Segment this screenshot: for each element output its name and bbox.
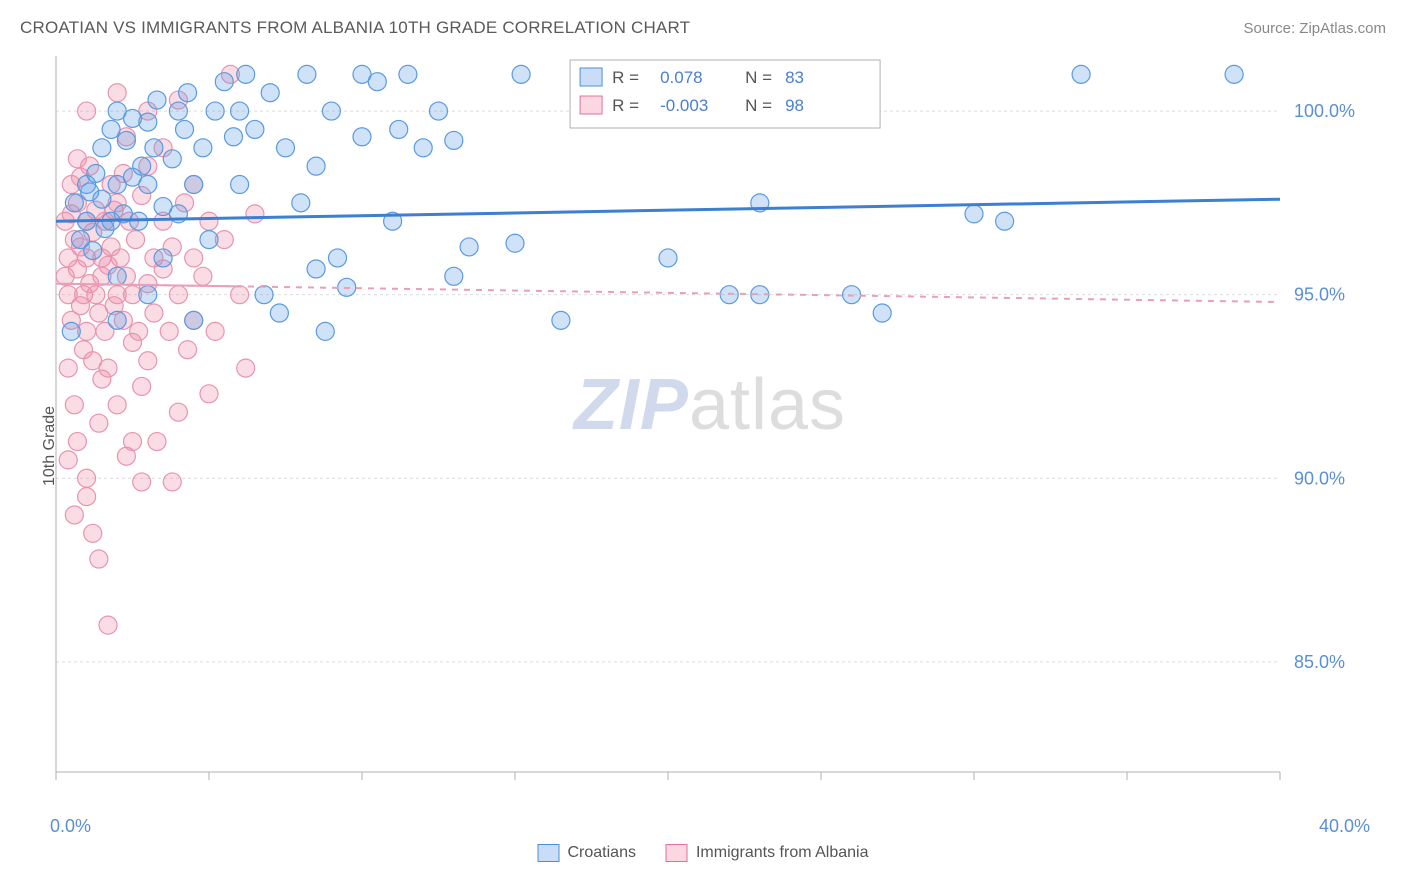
chart-title: CROATIAN VS IMMIGRANTS FROM ALBANIA 10TH… <box>20 18 690 38</box>
svg-text:-0.003: -0.003 <box>660 96 708 115</box>
svg-text:90.0%: 90.0% <box>1294 468 1345 488</box>
svg-text:R =: R = <box>612 96 639 115</box>
source-label: Source: ZipAtlas.com <box>1243 20 1386 37</box>
legend-item-croatians: Croatians <box>538 844 636 862</box>
legend-label-croatians: Croatians <box>568 844 636 862</box>
svg-text:N =: N = <box>745 68 772 87</box>
svg-text:100.0%: 100.0% <box>1294 101 1355 121</box>
svg-text:83: 83 <box>785 68 804 87</box>
svg-text:N =: N = <box>745 96 772 115</box>
legend-item-albania: Immigrants from Albania <box>666 844 869 862</box>
svg-text:85.0%: 85.0% <box>1294 652 1345 672</box>
svg-text:95.0%: 95.0% <box>1294 285 1345 305</box>
x-min-label: 0.0% <box>50 816 91 837</box>
svg-text:R =: R = <box>612 68 639 87</box>
legend-swatch-pink <box>666 844 688 862</box>
scatter-svg: 85.0% 90.0% 95.0% 100.0% R = 0.078 N = 83 R = -0.… <box>50 50 1370 790</box>
x-max-label: 40.0% <box>1319 816 1370 837</box>
svg-text:98: 98 <box>785 96 804 115</box>
legend-swatch-blue <box>538 844 560 862</box>
legend-label-albania: Immigrants from Albania <box>696 844 869 862</box>
x-axis-range-labels: 0.0% 40.0% <box>50 816 1370 837</box>
bottom-legend: Croatians Immigrants from Albania <box>538 844 869 862</box>
chart-plot-area: 85.0% 90.0% 95.0% 100.0% R = 0.078 N = 83 R = -0.… <box>50 50 1370 790</box>
svg-text:0.078: 0.078 <box>660 68 703 87</box>
